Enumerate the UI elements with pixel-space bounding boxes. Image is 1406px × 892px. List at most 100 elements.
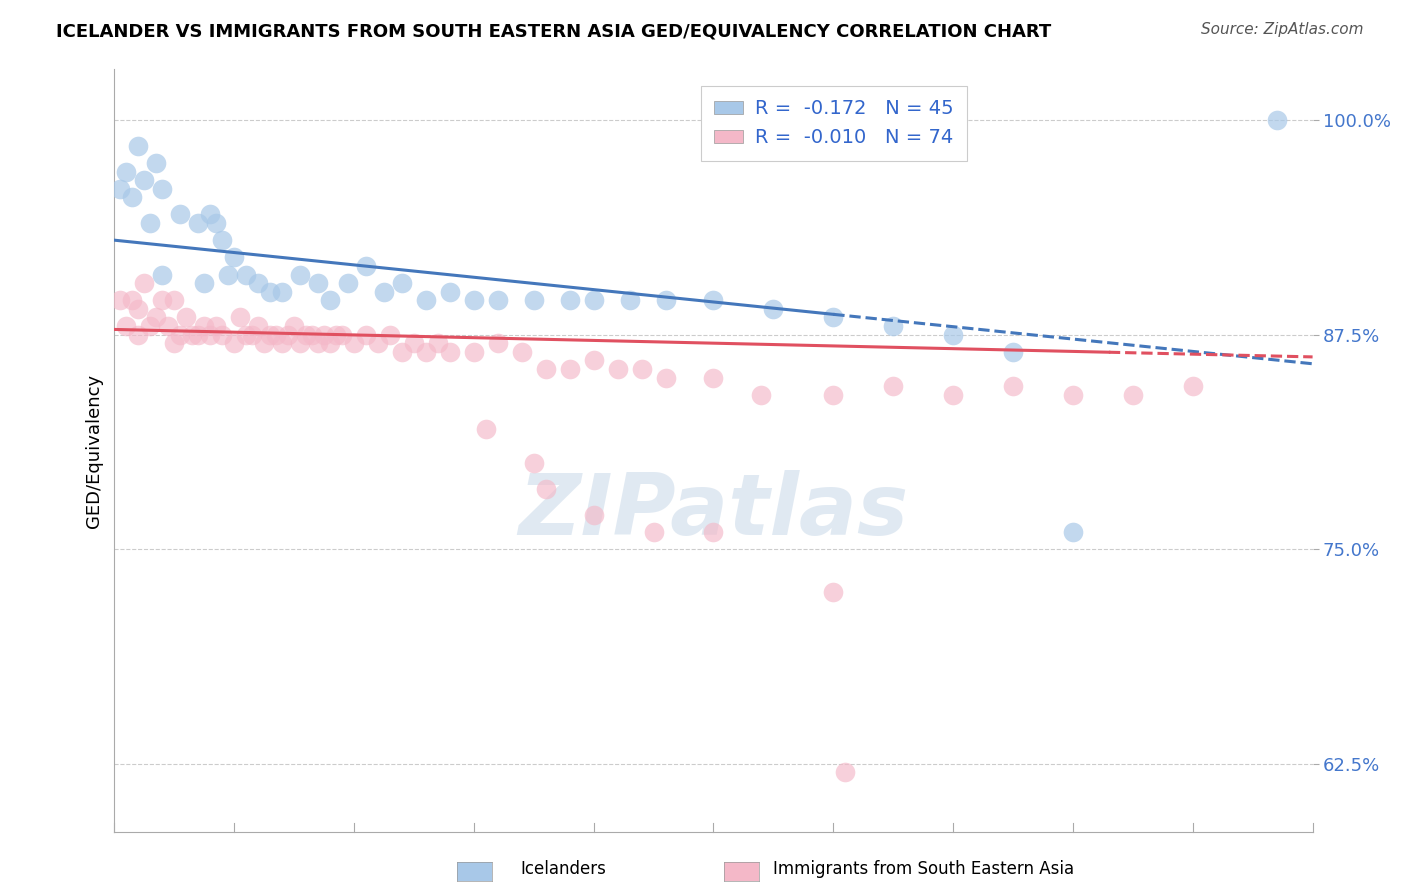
- Point: [439, 344, 461, 359]
- Point: [823, 387, 845, 401]
- Point: [127, 301, 149, 316]
- Point: [145, 310, 167, 325]
- Point: [463, 293, 485, 308]
- Point: [702, 370, 724, 384]
- Point: [654, 293, 676, 308]
- Point: [751, 387, 773, 401]
- Point: [534, 482, 557, 496]
- Y-axis label: GED/Equivalency: GED/Equivalency: [86, 374, 103, 527]
- Point: [169, 207, 191, 221]
- Point: [235, 327, 257, 342]
- Point: [205, 216, 228, 230]
- Point: [247, 276, 270, 290]
- Point: [415, 344, 437, 359]
- Point: [1265, 113, 1288, 128]
- Point: [200, 207, 222, 221]
- Point: [224, 336, 246, 351]
- Point: [314, 327, 336, 342]
- Point: [534, 362, 557, 376]
- Point: [1122, 387, 1144, 401]
- Point: [235, 268, 257, 282]
- Point: [134, 173, 156, 187]
- Point: [523, 293, 546, 308]
- Point: [240, 327, 263, 342]
- Point: [619, 293, 641, 308]
- Text: Source: ZipAtlas.com: Source: ZipAtlas.com: [1201, 22, 1364, 37]
- Point: [259, 285, 281, 299]
- Point: [224, 251, 246, 265]
- Point: [110, 182, 132, 196]
- Point: [582, 293, 605, 308]
- Point: [307, 276, 329, 290]
- Point: [121, 293, 143, 308]
- Point: [582, 508, 605, 522]
- Point: [319, 336, 342, 351]
- Point: [402, 336, 425, 351]
- Point: [301, 327, 323, 342]
- Point: [127, 138, 149, 153]
- Point: [253, 336, 276, 351]
- Point: [271, 336, 294, 351]
- Point: [391, 344, 413, 359]
- Point: [187, 327, 209, 342]
- Point: [115, 164, 138, 178]
- Point: [1062, 524, 1084, 539]
- Point: [343, 336, 366, 351]
- Point: [134, 276, 156, 290]
- Point: [110, 293, 132, 308]
- Point: [882, 379, 904, 393]
- Point: [295, 327, 318, 342]
- Point: [942, 387, 965, 401]
- Point: [247, 318, 270, 333]
- Point: [1181, 379, 1204, 393]
- Point: [229, 310, 252, 325]
- Point: [169, 327, 191, 342]
- Point: [259, 327, 281, 342]
- Point: [139, 216, 162, 230]
- Point: [426, 336, 449, 351]
- Point: [187, 216, 209, 230]
- Point: [882, 318, 904, 333]
- Point: [558, 293, 581, 308]
- Point: [510, 344, 533, 359]
- Point: [373, 285, 395, 299]
- Point: [367, 336, 389, 351]
- Point: [307, 336, 329, 351]
- Point: [277, 327, 299, 342]
- Point: [486, 293, 509, 308]
- Point: [823, 585, 845, 599]
- Point: [1062, 387, 1084, 401]
- Point: [630, 362, 652, 376]
- Point: [150, 268, 173, 282]
- Point: [834, 765, 856, 780]
- Point: [823, 310, 845, 325]
- Point: [211, 327, 233, 342]
- Point: [475, 422, 498, 436]
- Point: [606, 362, 628, 376]
- Point: [702, 524, 724, 539]
- Point: [181, 327, 204, 342]
- Text: ZIPatlas: ZIPatlas: [519, 470, 908, 553]
- Point: [127, 327, 149, 342]
- Point: [942, 327, 965, 342]
- Point: [582, 353, 605, 368]
- Point: [762, 301, 785, 316]
- Point: [121, 190, 143, 204]
- Point: [211, 233, 233, 247]
- Point: [288, 268, 311, 282]
- Point: [1002, 344, 1025, 359]
- Point: [1002, 379, 1025, 393]
- Point: [193, 276, 215, 290]
- Point: [654, 370, 676, 384]
- Point: [523, 456, 546, 470]
- Point: [217, 268, 239, 282]
- Point: [354, 259, 377, 273]
- Text: Icelanders: Icelanders: [520, 860, 606, 878]
- Point: [200, 327, 222, 342]
- Point: [643, 524, 665, 539]
- Point: [330, 327, 353, 342]
- Point: [391, 276, 413, 290]
- Point: [205, 318, 228, 333]
- Legend: R =  -0.172   N = 45, R =  -0.010   N = 74: R = -0.172 N = 45, R = -0.010 N = 74: [700, 86, 967, 161]
- Point: [157, 318, 180, 333]
